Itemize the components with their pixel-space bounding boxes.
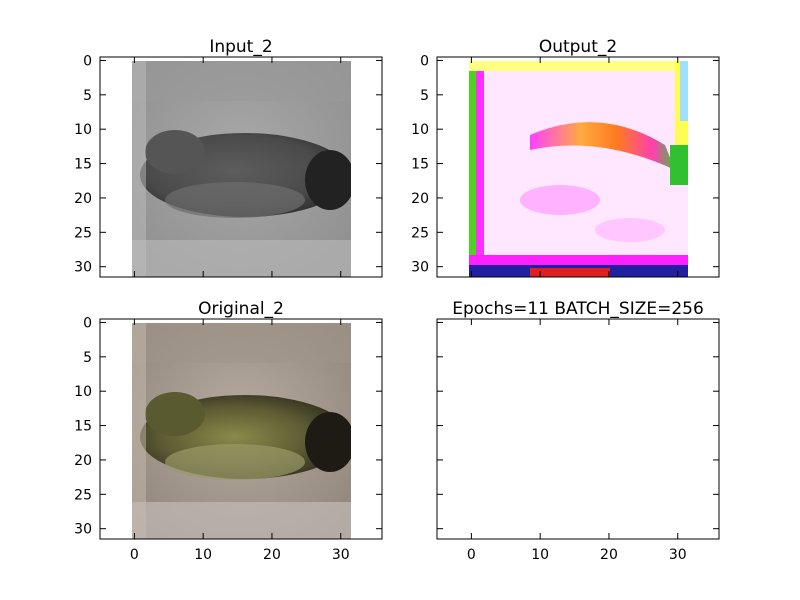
y-tick-label: 20 [411, 191, 429, 207]
y-tick-label: 20 [74, 453, 92, 469]
x-tick-label: 30 [332, 547, 350, 563]
y-tick-label: 30 [411, 260, 429, 276]
axes-frame [436, 56, 720, 278]
y-tick-label: 10 [74, 122, 92, 138]
axes-title: Epochs=11 BATCH_SIZE=256 [452, 299, 704, 319]
x-tick-label: 10 [194, 547, 212, 563]
y-tick-label: 5 [420, 88, 429, 104]
y-tick-label: 15 [74, 157, 92, 173]
x-tick-label: 20 [263, 547, 281, 563]
axes-title: Original_2 [198, 299, 284, 319]
y-tick-label: 20 [74, 191, 92, 207]
axes-frame [99, 318, 383, 540]
y-tick-label: 15 [411, 157, 429, 173]
y-tick-label: 15 [74, 419, 92, 435]
axes-frame [99, 56, 383, 278]
y-tick-label: 25 [74, 225, 92, 241]
axes-title: Input_2 [209, 37, 272, 57]
y-tick-label: 25 [411, 225, 429, 241]
axes-title: Output_2 [539, 37, 617, 57]
y-tick-label: 10 [411, 122, 429, 138]
axes-4: Epochs=11 BATCH_SIZE=256 0 10 20 30 [436, 299, 720, 563]
axes-2: Output_2 0 5 10 15 20 25 30 [411, 37, 720, 278]
y-tick-label: 30 [74, 260, 92, 276]
y-tick-label: 0 [83, 53, 92, 69]
axes-3: Original_2 0 5 10 15 20 25 30 0 10 20 30 [74, 299, 383, 563]
y-tick-label: 0 [420, 53, 429, 69]
x-tick-label: 20 [600, 547, 618, 563]
axes-1: Input_2 0 5 10 15 20 25 30 [74, 37, 383, 278]
y-tick-label: 30 [74, 522, 92, 538]
x-tick-label: 10 [531, 547, 549, 563]
y-tick-label: 5 [83, 88, 92, 104]
y-tick-label: 25 [74, 487, 92, 503]
x-tick-label: 30 [669, 547, 687, 563]
y-tick-label: 0 [83, 315, 92, 331]
x-tick-label: 0 [467, 547, 476, 563]
original-image [132, 323, 351, 539]
y-tick-label: 5 [83, 350, 92, 366]
y-tick-label: 10 [74, 384, 92, 400]
axes-frame [436, 318, 720, 540]
x-tick-label: 0 [130, 547, 139, 563]
output-image [469, 61, 688, 277]
input-image [132, 61, 351, 277]
